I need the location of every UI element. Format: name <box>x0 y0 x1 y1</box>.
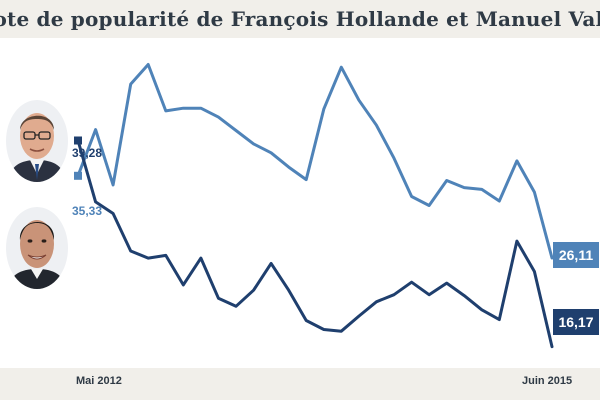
series-line-valls <box>76 139 554 349</box>
x-tick-start: Mai 2012 <box>76 375 122 387</box>
hollande-portrait <box>6 100 68 182</box>
series-line-hollande <box>76 63 554 260</box>
chart-title: Cote de popularité de François Hollande … <box>0 7 600 31</box>
series-layer <box>76 63 554 349</box>
series-start-marker-hollande <box>74 171 82 180</box>
x-axis-band <box>0 368 600 400</box>
hollande-end-value: 26,11 <box>553 242 599 268</box>
hollande-start-value: 35,33 <box>72 204 103 218</box>
valls-start-value: 39,28 <box>72 146 103 160</box>
title-bar: Cote de popularité de François Hollande … <box>0 0 600 38</box>
valls-portrait <box>6 207 68 289</box>
valls-end-value: 16,17 <box>553 309 599 335</box>
x-tick-end: Juin 2015 <box>522 375 573 387</box>
series-start-marker-valls <box>74 136 82 145</box>
marker-layer <box>74 136 82 180</box>
